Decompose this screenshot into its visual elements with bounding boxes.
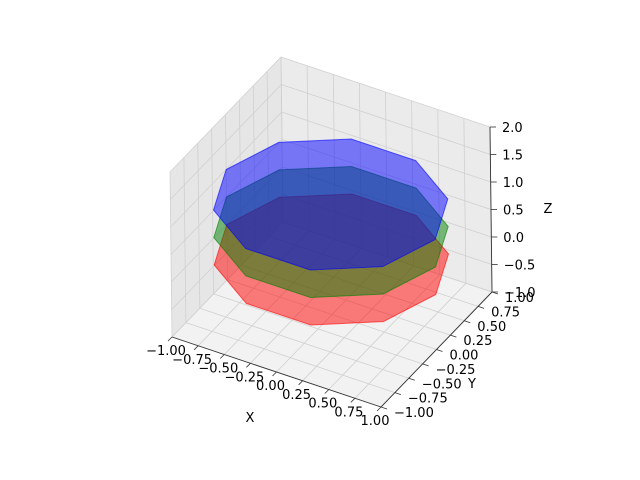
z-tick-label: 2.0 [502,121,523,136]
x-tick [350,398,356,403]
grid-y-floor [213,293,423,365]
x-tick [220,354,225,359]
grid-z-back [281,84,491,155]
y-tick [436,349,443,352]
y-tick [394,392,402,395]
grid-z-left [170,84,282,200]
y-tick-label: −1.00 [394,406,434,421]
y-tick-label: −0.25 [436,363,476,378]
y-tick-label: −0.50 [422,377,462,392]
y-tick [464,320,471,324]
x-tick [298,380,303,386]
y-tick-label: 1.00 [505,291,534,306]
x-tick [324,389,330,394]
grid-z-left [169,56,282,173]
grid-z-back [280,56,491,128]
tick-labels: −1.00−0.75−0.50−0.250.000.250.500.751.00… [146,121,536,429]
z-tick-label: 1.0 [503,176,524,191]
z-axis-label: Z [544,202,553,217]
polygon-layer-2 [212,138,449,271]
polygon-layers [212,138,450,326]
y-tick-label: 0.00 [450,349,479,364]
y-tick [422,363,429,367]
x-tick-label: 0.75 [334,405,363,420]
x-tick [193,345,199,351]
x-tick-label: −0.75 [172,353,212,368]
x-tick-label: 0.00 [256,379,285,394]
x-axis-label: X [246,411,255,426]
y-tick [408,377,415,381]
x-tick [167,336,173,342]
axis-labels: X Y Z [246,202,553,426]
z-tick-label: 0.5 [503,204,524,219]
x-tick-label: 0.50 [308,397,337,412]
x-tick [246,363,251,368]
tick-marks [167,126,499,412]
z-tick-label: 0.0 [503,231,524,246]
y-tick-label: −0.75 [408,392,448,407]
y-tick [477,306,485,309]
y-tick-label: 0.25 [463,334,492,349]
z-tick-label: 1.5 [502,149,523,164]
z-tick-label: −0.5 [504,259,536,274]
x-tick-label: −0.50 [198,362,238,377]
z-tick-label: −1.0 [504,286,536,301]
grid-y-floor [199,307,409,379]
grid-y-floor [185,322,396,393]
x-tick-label: −0.25 [224,370,264,385]
y-tick-label: 0.50 [477,320,506,335]
x-tick [376,406,382,412]
x-tick-label: −1.00 [146,344,186,359]
y-tick [380,406,388,410]
y-axis-label: Y [467,377,476,392]
x-tick-label: 0.25 [282,388,311,403]
y-tick [450,334,457,338]
x-tick-label: 1.00 [361,414,390,429]
x-tick [272,371,277,377]
y-tick-label: 0.75 [491,305,520,320]
grid-z-back [281,111,491,183]
